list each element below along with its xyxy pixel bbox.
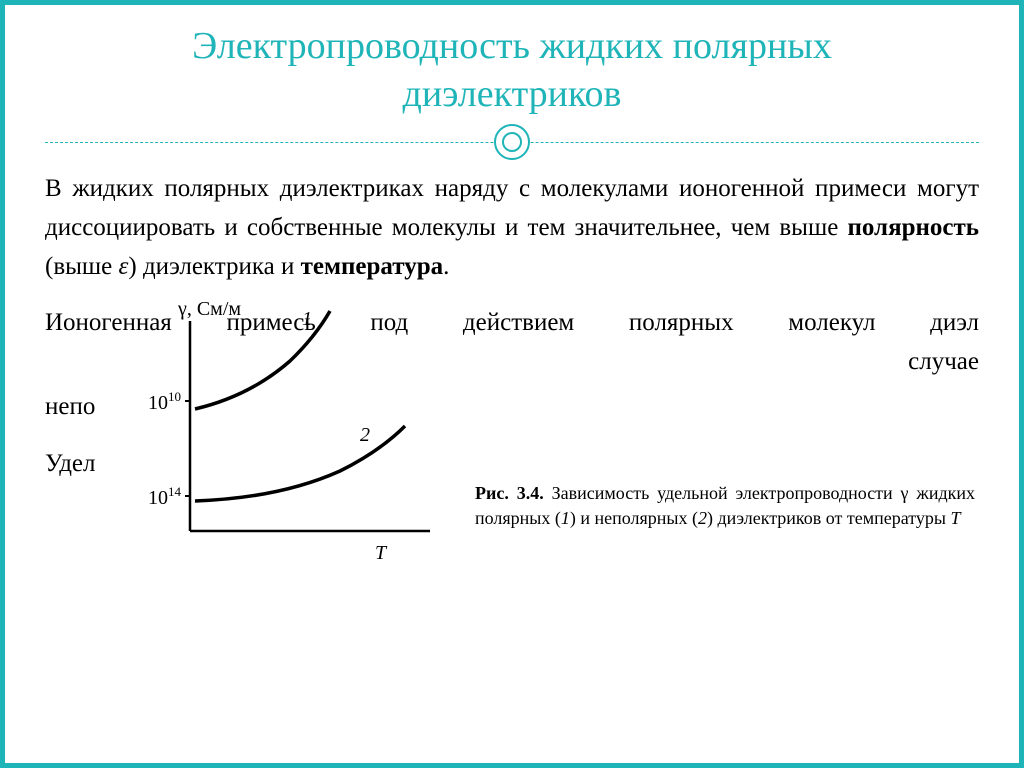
para1-text-3: ) диэлектрика и <box>128 253 300 280</box>
curve-2-label: 2 <box>360 424 370 446</box>
para1-text-4: . <box>443 253 449 280</box>
para1-bold-2: температура <box>301 253 444 280</box>
para1-text-2: (выше <box>45 253 119 280</box>
slide-title: Электропроводность жидких полярных диэле… <box>45 23 979 118</box>
figure-caption: Рис. 3.4. Зависимость удельной электропр… <box>475 481 975 530</box>
conductivity-chart: 1010 1014 γ, См/м T 1 2 <box>130 301 450 581</box>
slide-frame: Электропроводность жидких полярных диэле… <box>0 0 1024 768</box>
curve-2 <box>195 426 405 501</box>
ornament-circle-inner <box>502 132 522 152</box>
y-axis-label: γ, См/м <box>177 301 241 320</box>
figure: 1010 1014 γ, См/м T 1 2 Рис. 3.4. Зависи… <box>45 311 979 601</box>
para1-text-1: В жидких полярных диэлектриках наряду с … <box>45 175 979 241</box>
para1-ital-1: ε <box>119 253 129 280</box>
title-ornament <box>45 124 979 160</box>
paragraph-1: В жидких полярных диэлектриках наряду с … <box>45 170 979 286</box>
caption-text-2: ) и неполярных ( <box>570 508 698 528</box>
caption-ital-3: T <box>951 508 961 528</box>
caption-ref: Рис. 3.4. <box>475 483 544 503</box>
title-line-2: диэлектриков <box>403 73 622 115</box>
caption-text-3: ) ди­электриков от температуры <box>707 508 950 528</box>
y-tick-label-1: 1010 <box>148 389 181 414</box>
caption-ital-1: 1 <box>561 508 570 528</box>
caption-ital-2: 2 <box>698 508 707 528</box>
y-tick-label-2: 1014 <box>148 484 182 509</box>
para1-bold-1: полярность <box>847 214 979 241</box>
x-axis-label: T <box>375 542 388 564</box>
title-line-1: Электропроводность жидких полярных <box>192 25 832 67</box>
curve-1-label: 1 <box>302 308 312 330</box>
